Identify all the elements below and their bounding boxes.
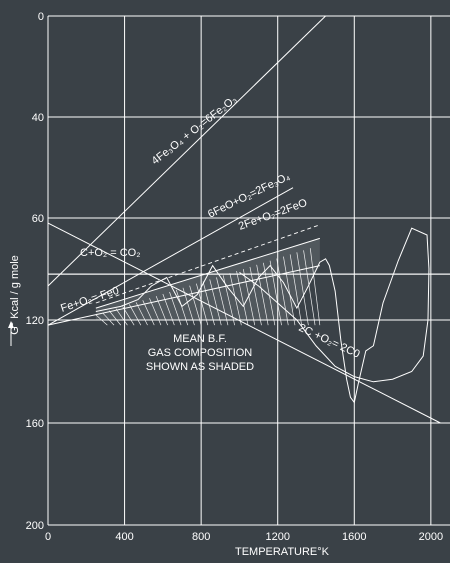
shade-hatch-3 — [115, 308, 128, 326]
reaction-line-0 — [47, 15, 326, 287]
y-axis-label: G° Kcal / g mole — [9, 255, 21, 335]
shade-hatch-20 — [229, 273, 242, 326]
shade-hatch-11 — [169, 291, 182, 326]
annotation-co2: C+O₂ = CO₂ — [80, 247, 141, 259]
shade-hatch-25 — [263, 262, 276, 326]
shade-hatch-30 — [296, 252, 309, 326]
shade-hatch-18 — [216, 277, 229, 326]
x-axis-label: TEMPERATURE°K — [235, 546, 330, 558]
x-tick-label-0: 0 — [45, 531, 51, 543]
reaction-line-1 — [47, 187, 294, 326]
y-tick-label-0: 0 — [38, 11, 44, 23]
shade-hatch-0 — [95, 314, 108, 326]
shade-hatch-5 — [129, 304, 142, 326]
shade-hatch-29 — [289, 254, 302, 326]
y-tick-label-4: 160 — [26, 418, 44, 430]
shade-fill — [95, 238, 320, 320]
y-tick-label-1: 40 — [32, 112, 44, 124]
reaction-line-5 — [47, 222, 441, 424]
annotation-shown-as-shaded: SHOWN AS SHADED — [146, 361, 254, 373]
tick-labels: 0 400 800 1200 1600 2000 0 40 60 120 160 200 — [26, 11, 443, 543]
shade-hatch-4 — [122, 306, 135, 326]
y-axis-arrow — [8, 321, 14, 346]
shade-hatch-28 — [283, 256, 296, 326]
oscillating-curve — [95, 227, 430, 404]
shade-hatch-26 — [269, 260, 282, 326]
annotation-gas-composition: GAS COMPOSITION — [148, 347, 253, 359]
shade-hatch-22 — [242, 268, 256, 326]
shade-hatch-1 — [102, 312, 115, 326]
shade-hatch-6 — [135, 302, 148, 326]
y-tick-label-3: 120 — [26, 315, 44, 327]
x-tick-label-4: 1600 — [342, 531, 366, 543]
shade-hatch-31 — [303, 250, 316, 326]
reaction-lines — [47, 15, 450, 424]
shade-hatch-17 — [209, 279, 222, 326]
shade-hatch-14 — [189, 285, 202, 326]
reaction-line-4 — [47, 265, 320, 326]
shade-hatch-24 — [256, 264, 269, 326]
annotation-mean-bf: MEAN B.F. — [173, 333, 227, 345]
annotation-fe3o4: 4Fe₃O₄ + O₂=6Fe₂O₃ — [149, 94, 239, 168]
reaction-line-dashed — [95, 224, 320, 304]
shade-hatch-27 — [276, 258, 289, 326]
shade-hatch-2 — [108, 310, 122, 326]
x-tick-label-3: 1200 — [265, 531, 289, 543]
shade-hatch-32 — [309, 248, 321, 326]
x-tick-label-1: 400 — [115, 531, 133, 543]
x-tick-label-2: 800 — [192, 531, 210, 543]
y-tick-label-2: 60 — [32, 213, 44, 225]
shade-hatch-21 — [236, 271, 249, 326]
reaction-line-2 — [95, 237, 320, 309]
oscillating-curve-path — [95, 227, 430, 404]
y-tick-label-5: 200 — [26, 520, 44, 532]
shade-hatch-23 — [249, 266, 262, 326]
shaded-region — [95, 238, 321, 326]
shade-hatch-12 — [175, 289, 189, 326]
shade-hatch-16 — [202, 281, 215, 326]
shade-hatch-15 — [196, 283, 209, 326]
shade-hatch-13 — [182, 287, 195, 326]
x-tick-label-5: 2000 — [419, 531, 443, 543]
